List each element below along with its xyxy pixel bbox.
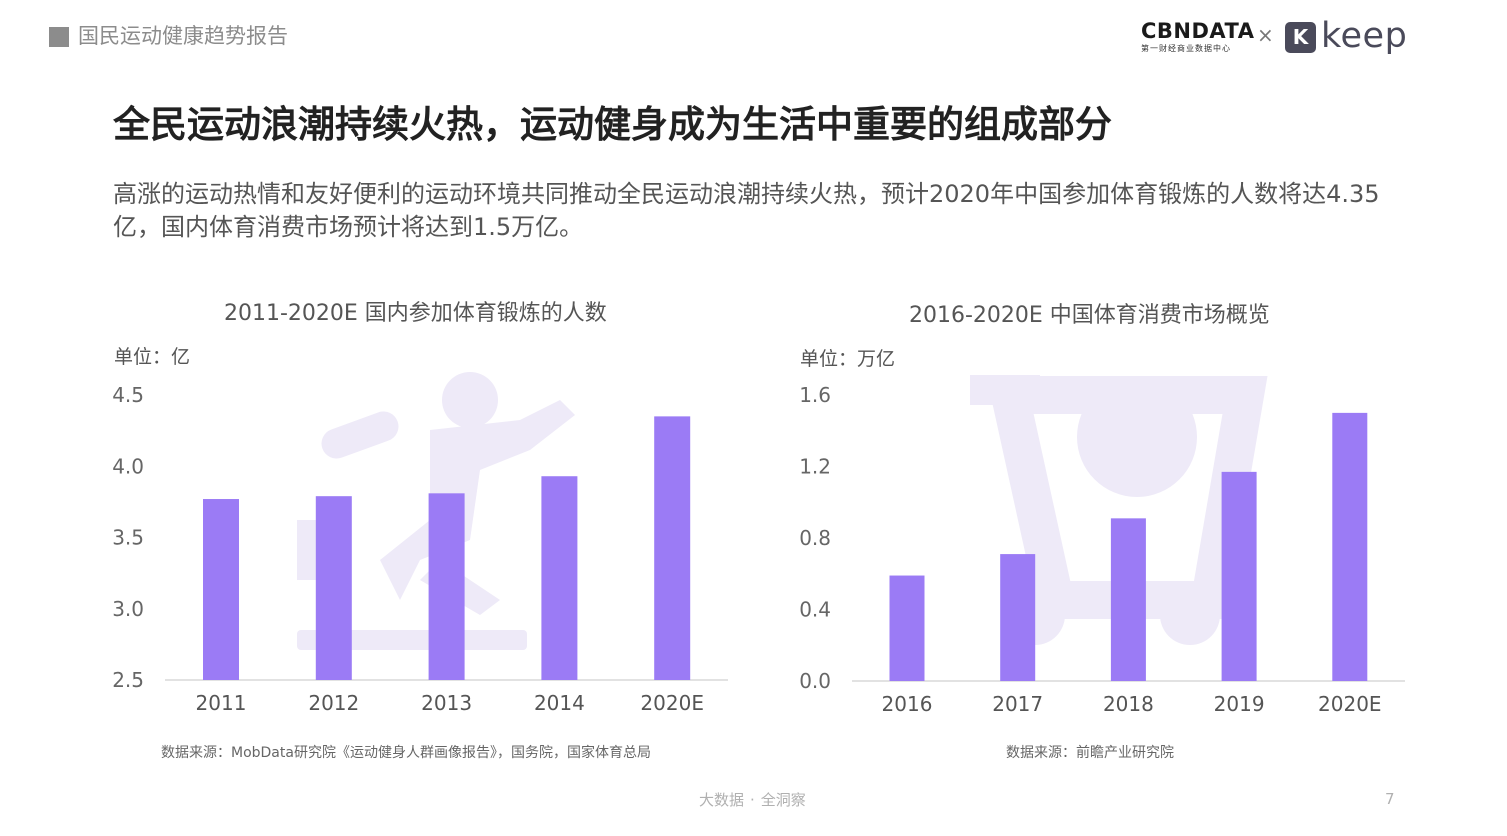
x-tick-label: 2014: [534, 691, 585, 715]
page-number: 7: [1385, 790, 1395, 808]
bar-2020E: [1332, 412, 1368, 681]
footer-right: 全洞察: [760, 791, 806, 809]
header-marker: [49, 27, 69, 47]
page-title: 全民运动浪潮持续火热，运动健身成为生活中重要的组成部分: [113, 103, 1112, 146]
bar-2011: [203, 499, 239, 680]
x-tick-label: 2020E: [640, 691, 704, 715]
y-tick-label: 4.0: [112, 454, 144, 478]
chart1-source: 数据来源：MobData研究院《运动健身人群画像报告》，国务院，国家体育总局: [161, 745, 651, 761]
chart1-title: 2011-2020E 国内参加体育锻炼的人数: [224, 301, 607, 326]
x-tick-label: 2011: [196, 691, 247, 715]
bar-2018: [1110, 518, 1146, 681]
shopping-cart-icon: [970, 375, 1268, 645]
x-tick-label: 2020E: [1318, 692, 1382, 716]
x-tick-label: 2019: [1214, 692, 1265, 716]
footer-left: 大数据: [699, 791, 745, 809]
bar-2019: [1221, 471, 1257, 681]
bar-2020E: [654, 416, 691, 680]
cbndata-subtitle: 第一财经商业数据中心: [1141, 44, 1231, 53]
bar-2012: [315, 496, 352, 680]
y-tick-label: 3.0: [112, 597, 144, 621]
x-tick-label: 2013: [421, 691, 472, 715]
x-tick-label: 2017: [992, 692, 1043, 716]
logo-separator: ×: [1257, 23, 1274, 47]
cbndata-logo: CBNDATA 第一财经商业数据中心: [1141, 19, 1255, 59]
chart2-bar-chart: 0.0 0.4 0.8 1.2 1.6 2016 2017 2018 2019 2020E: [799, 383, 1405, 716]
chart2-unit: 单位：万亿: [800, 348, 896, 370]
x-tick-label: 2016: [882, 692, 933, 716]
keep-wordmark: keep: [1321, 16, 1408, 56]
y-tick-label: 3.5: [112, 526, 144, 550]
y-tick-label: 0.4: [799, 598, 831, 622]
y-tick-label: 1.2: [799, 455, 831, 479]
page-description: 高涨的运动热情和友好便利的运动环境共同推动全民运动浪潮持续火热，预计2020年中…: [113, 180, 1380, 241]
x-tick-label: 2018: [1103, 692, 1154, 716]
chart1-unit: 单位：亿: [114, 346, 191, 368]
footer-slogan: 大数据 · 全洞察: [699, 790, 806, 810]
keep-logo: K keep: [1285, 16, 1415, 65]
chart2-source: 数据来源：前瞻产业研究院: [1006, 745, 1174, 761]
y-tick-label: 2.5: [112, 668, 144, 692]
chart1-bar-chart: 2.5 3.0 3.5 4.0 4.5 2011 2012 2013 2014 2020E: [112, 383, 728, 715]
report-title: 国民运动健康趋势报告: [78, 24, 288, 48]
bar-2014: [541, 476, 578, 680]
bar-2016: [889, 575, 925, 681]
y-tick-label: 0.0: [799, 669, 831, 693]
bar-2017: [1000, 554, 1036, 681]
footer-dot: ·: [750, 791, 755, 809]
cbndata-wordmark: CBNDATA: [1141, 19, 1255, 43]
y-tick-label: 4.5: [112, 383, 144, 407]
y-tick-label: 0.8: [799, 526, 831, 550]
bar-2013: [428, 493, 465, 680]
y-tick-label: 1.6: [799, 383, 831, 407]
x-tick-label: 2012: [308, 691, 359, 715]
chart2-title: 2016-2020E 中国体育消费市场概览: [909, 303, 1270, 328]
keep-mark-icon: K: [1285, 22, 1316, 53]
